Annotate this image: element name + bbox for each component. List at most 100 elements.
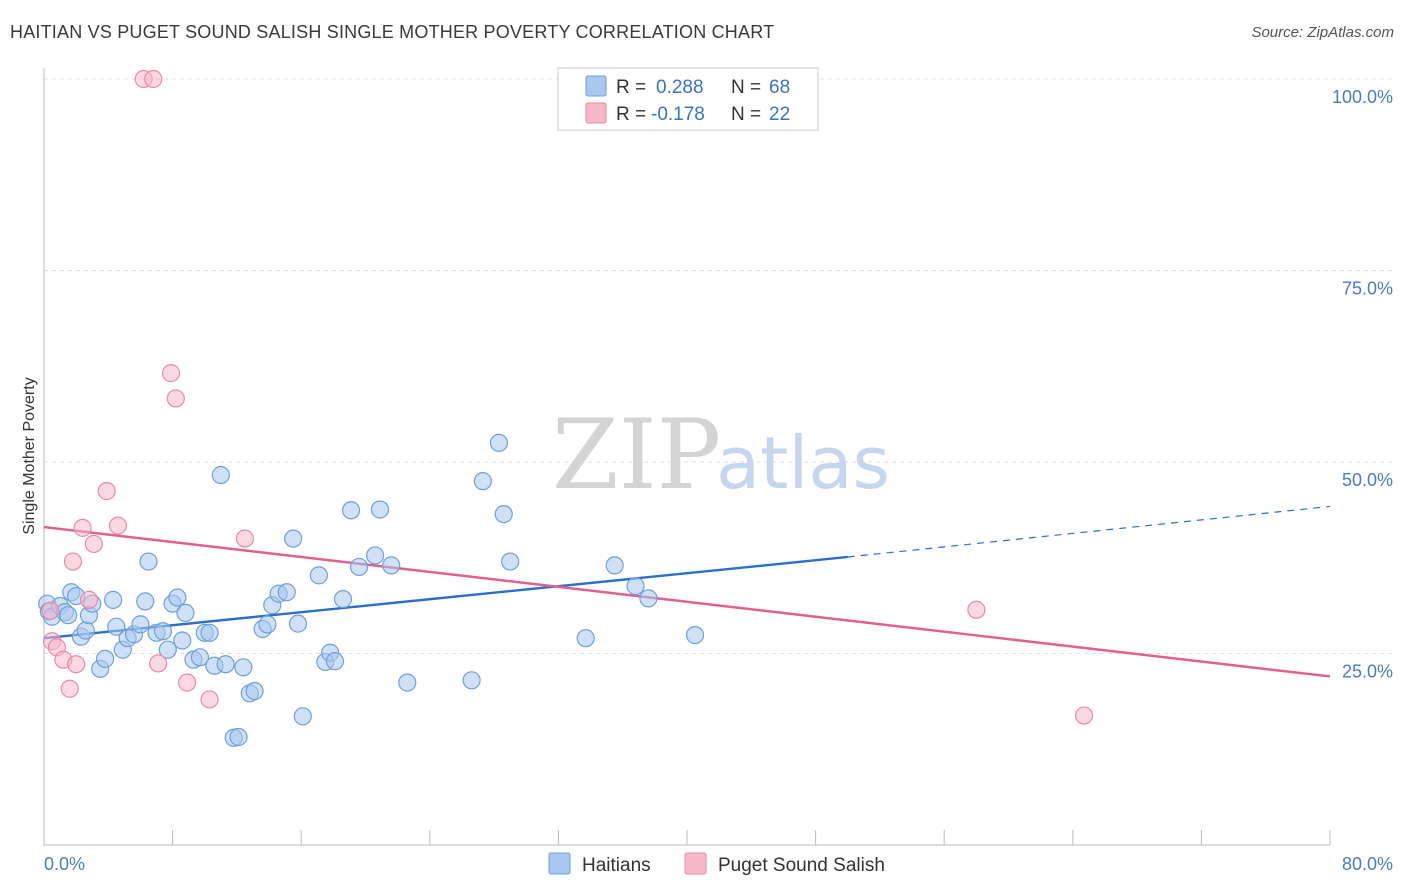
watermark-atlas: atlas xyxy=(716,421,890,505)
point-haitians-42 xyxy=(258,615,277,634)
point-puget-0 xyxy=(41,601,60,620)
point-puget-18 xyxy=(200,690,219,709)
source-label: Source: ZipAtlas.com xyxy=(1251,24,1394,41)
point-haitians-55 xyxy=(349,557,369,577)
legend-n-label-puget: N = xyxy=(731,104,761,125)
point-haitians-48 xyxy=(293,707,312,726)
point-puget-17 xyxy=(177,673,197,692)
point-haitians-9 xyxy=(76,621,95,640)
point-haitians-61 xyxy=(473,472,492,491)
bottom-legend-swatch-puget xyxy=(684,852,707,875)
y-axis-label: Single Mother Poverty xyxy=(21,377,38,534)
point-haitians-32 xyxy=(200,623,219,642)
point-puget-13 xyxy=(144,69,163,89)
legend-r-label-puget: R = xyxy=(616,104,646,125)
point-puget-16 xyxy=(166,389,185,408)
legend-n-value-puget: 22 xyxy=(769,104,790,125)
point-haitians-38 xyxy=(234,658,253,677)
point-haitians-30 xyxy=(190,648,210,667)
point-puget-20 xyxy=(967,600,986,619)
point-haitians-60 xyxy=(462,671,481,690)
point-puget-11 xyxy=(108,516,128,535)
point-haitians-37 xyxy=(229,727,248,747)
point-haitians-59 xyxy=(398,673,417,692)
watermark-zip: ZIP xyxy=(552,399,721,511)
bottom-legend-label-haitians: Haitians xyxy=(582,855,651,876)
point-puget-19 xyxy=(235,529,255,548)
point-haitians-34 xyxy=(211,465,230,485)
point-haitians-57 xyxy=(370,500,390,519)
point-haitians-19 xyxy=(131,615,150,634)
point-puget-4 xyxy=(60,679,79,698)
point-haitians-58 xyxy=(382,556,401,575)
y-tick-label-0: 25.0% xyxy=(1342,662,1393,682)
y-tick-label-3: 100.0% xyxy=(1332,87,1393,107)
legend-r-value-puget: -0.178 xyxy=(651,104,705,125)
watermark: ZIP atlas xyxy=(552,399,890,511)
point-haitians-23 xyxy=(153,622,173,641)
x-tick-label-0: 0.0% xyxy=(44,854,85,874)
grid-lines xyxy=(44,78,1392,654)
point-haitians-54 xyxy=(341,501,361,520)
point-puget-8 xyxy=(79,590,99,609)
point-haitians-15 xyxy=(107,617,126,636)
trend-line-puget xyxy=(43,525,1331,678)
bottom-legend: Haitians Puget Sound Salish xyxy=(548,852,885,876)
point-haitians-52 xyxy=(325,652,345,671)
point-haitians-26 xyxy=(168,588,187,607)
point-haitians-62 xyxy=(489,433,509,452)
x-tick-label-1: 80.0% xyxy=(1342,854,1393,874)
point-puget-21 xyxy=(1074,706,1094,725)
point-haitians-68 xyxy=(639,589,658,608)
point-haitians-53 xyxy=(333,590,353,609)
point-haitians-66 xyxy=(605,556,624,575)
legend-r-value-haitians: 0.288 xyxy=(656,77,704,98)
trend-line-haitians xyxy=(43,555,848,640)
point-haitians-46 xyxy=(284,529,303,548)
point-haitians-64 xyxy=(501,552,520,571)
point-haitians-27 xyxy=(173,631,192,650)
legend-swatch-haitians xyxy=(585,75,607,97)
legend-swatch-puget xyxy=(585,102,607,124)
legend-r-label-haitians: R = xyxy=(616,77,646,98)
x-tick-marks xyxy=(43,830,1331,845)
legend-n-label-haitians: N = xyxy=(731,77,761,98)
chart-title: HAITIAN VS PUGET SOUND SALISH SINGLE MOT… xyxy=(10,22,775,42)
point-haitians-69 xyxy=(685,626,705,645)
point-haitians-28 xyxy=(176,603,195,623)
legend: R = 0.288 N = 68 R = -0.178 N = 22 xyxy=(557,67,819,131)
point-puget-7 xyxy=(73,518,92,537)
point-puget-14 xyxy=(149,654,168,673)
point-haitians-14 xyxy=(104,590,123,609)
trend-line-haitians-extrapolated xyxy=(847,505,1331,558)
point-haitians-5 xyxy=(59,606,78,625)
data-points xyxy=(38,69,1094,747)
point-haitians-20 xyxy=(136,592,155,611)
bottom-legend-label-puget: Puget Sound Salish xyxy=(718,855,885,876)
point-haitians-63 xyxy=(494,504,513,524)
point-haitians-67 xyxy=(626,576,645,596)
y-tick-label-2: 75.0% xyxy=(1342,279,1393,299)
point-haitians-65 xyxy=(576,629,595,648)
point-haitians-47 xyxy=(288,614,308,633)
point-haitians-35 xyxy=(216,655,235,674)
point-haitians-24 xyxy=(158,640,177,659)
legend-n-value-haitians: 68 xyxy=(769,77,790,98)
point-haitians-56 xyxy=(366,546,385,565)
x-tick-labels: 0.0% 80.0% xyxy=(44,854,1393,874)
point-puget-6 xyxy=(67,655,86,674)
point-haitians-40 xyxy=(245,681,264,701)
point-puget-9 xyxy=(84,534,103,554)
y-tick-labels: 25.0% 50.0% 75.0% 100.0% xyxy=(1332,87,1393,682)
point-puget-10 xyxy=(97,482,116,501)
point-haitians-45 xyxy=(277,583,296,602)
point-puget-5 xyxy=(63,552,83,571)
point-haitians-13 xyxy=(95,649,115,668)
point-haitians-21 xyxy=(139,552,158,571)
trend-lines xyxy=(43,505,1331,678)
y-tick-label-1: 50.0% xyxy=(1342,470,1393,490)
point-puget-15 xyxy=(161,364,181,383)
point-haitians-49 xyxy=(309,566,328,585)
bottom-legend-swatch-haitians xyxy=(548,852,571,875)
